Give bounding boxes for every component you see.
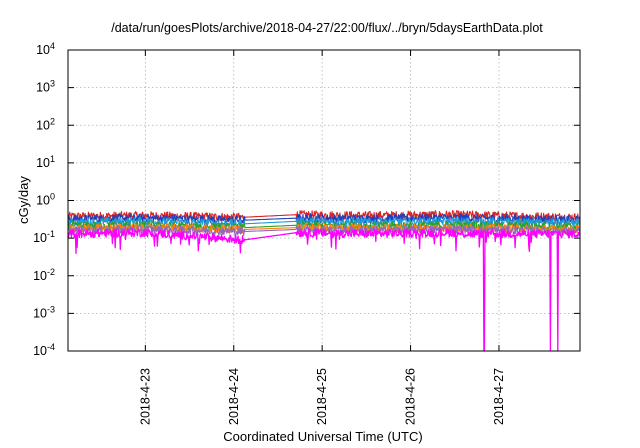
y-tick-label: 101 [36, 154, 55, 170]
series-line [67, 228, 581, 352]
x-tick-label: 2018-4-26 [404, 368, 418, 425]
y-tick-label: 104 [36, 41, 55, 57]
x-tick-label: 2018-4-25 [315, 368, 329, 425]
y-tick-exponent: -4 [47, 342, 55, 352]
x-axis-label: Coordinated Universal Time (UTC) [223, 429, 422, 444]
y-tick-label: 10-2 [33, 267, 55, 283]
ticks: 10-410-310-210-11001011021031042018-4-23… [33, 41, 580, 425]
y-tick-label: 103 [36, 79, 55, 95]
y-tick-exponent: -1 [47, 229, 55, 239]
x-tick-label: 2018-4-27 [492, 368, 506, 425]
y-tick-exponent: -3 [47, 304, 55, 314]
chart-title: /data/run/goesPlots/archive/2018-04-27/2… [111, 21, 543, 35]
y-tick-base: 10 [36, 194, 50, 208]
y-tick-label: 100 [36, 192, 55, 208]
y-tick-exponent: 1 [50, 154, 55, 164]
y-tick-exponent: 3 [50, 79, 55, 89]
y-tick-exponent: -2 [47, 267, 55, 277]
y-tick-label: 10-1 [33, 229, 55, 245]
y-tick-label: 10-4 [33, 342, 55, 358]
y-tick-base: 10 [36, 43, 50, 57]
series-layer [67, 210, 581, 352]
plot-frame [67, 49, 581, 352]
grid [68, 50, 580, 351]
y-tick-base: 10 [33, 344, 47, 358]
y-axis-label: cGy/day [16, 176, 31, 224]
y-tick-base: 10 [36, 81, 50, 95]
y-tick-base: 10 [36, 156, 50, 170]
y-tick-base: 10 [33, 306, 47, 320]
y-tick-exponent: 4 [50, 41, 55, 51]
y-tick-label: 102 [36, 116, 55, 132]
x-tick-label: 2018-4-23 [138, 368, 152, 425]
y-tick-label: 10-3 [33, 304, 55, 320]
y-tick-exponent: 0 [50, 192, 55, 202]
y-tick-exponent: 2 [50, 116, 55, 126]
x-tick-label: 2018-4-24 [227, 368, 241, 425]
y-tick-base: 10 [36, 118, 50, 132]
y-tick-base: 10 [33, 231, 47, 245]
y-tick-base: 10 [33, 269, 47, 283]
